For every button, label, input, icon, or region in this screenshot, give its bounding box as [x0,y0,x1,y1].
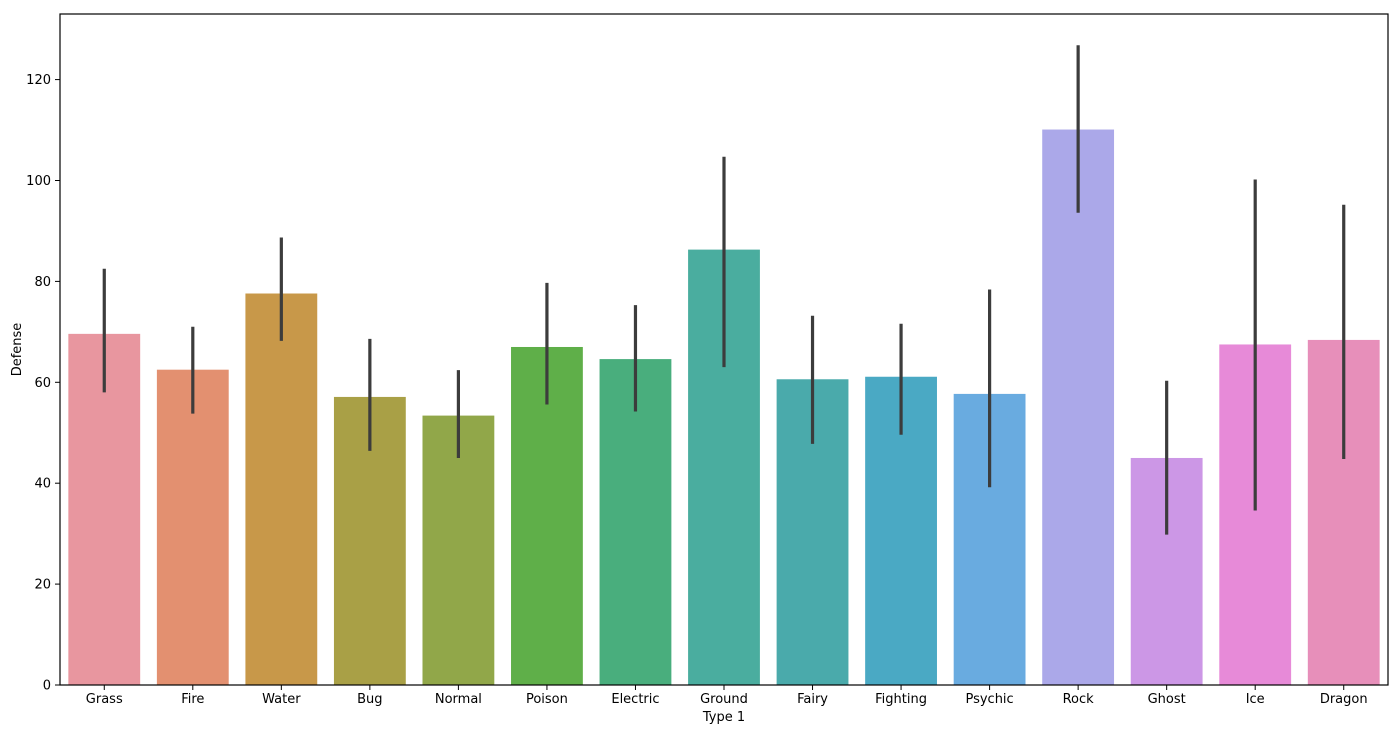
plot-frame [59,13,1389,686]
bar-fire [156,369,229,686]
y-tick-label: 40 [34,477,51,492]
x-tick-label: Water [262,692,301,707]
y-tick-label: 100 [26,174,51,189]
x-tick-label: Psychic [965,692,1013,707]
y-tick-label: 60 [34,376,51,391]
x-tick-label: Ice [1246,692,1265,707]
y-tick-label: 80 [34,275,51,290]
x-tick-label: Ground [700,692,748,707]
y-tick-label: 0 [43,679,51,694]
error-bars-layer [102,45,1346,535]
x-tick-label: Bug [357,692,382,707]
bar-grass [68,333,141,686]
x-tick-label: Dragon [1320,692,1368,707]
x-tick-label: Electric [611,692,659,707]
axes-layer: Grass Fire Water Bug Normal Poison Electric Gro… [26,13,1389,707]
x-tick-label: Ghost [1148,692,1186,707]
y-tick-label: 120 [26,73,51,88]
x-tick-label: Normal [435,692,482,707]
bar-water [245,293,318,686]
y-tick-label: 20 [34,578,51,593]
x-tick-label: Grass [86,692,123,707]
x-tick-label: Fairy [797,692,828,707]
bar-rock [1042,129,1115,686]
x-tick-label: Fighting [875,692,927,707]
bar-normal [422,415,495,686]
y-axis-label: Defense [10,323,25,377]
x-tick-label: Poison [526,692,568,707]
x-axis-label: Type 1 [702,710,745,725]
x-tick-label: Fire [181,692,204,707]
x-tick-label: Rock [1063,692,1095,707]
